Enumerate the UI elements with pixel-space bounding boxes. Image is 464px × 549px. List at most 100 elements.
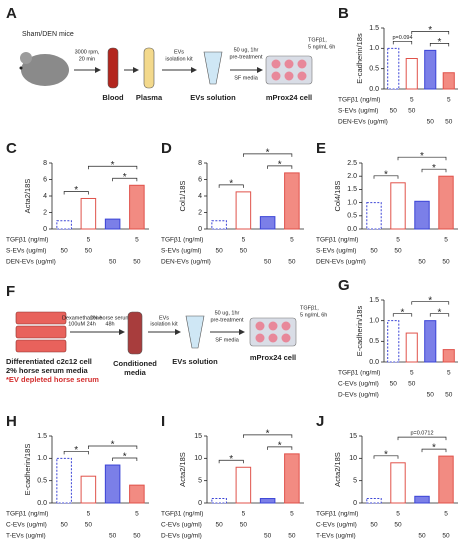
bar: [80, 197, 97, 230]
bar-chart: C Acta2/18S 0 2 4 6 8 * * * TGFβ1 (ng/ml) 5 5 S-EVs (…: [6, 140, 149, 266]
label: Differentiated c2c12 cell: [6, 357, 92, 366]
y-tick-label: 0: [198, 226, 202, 233]
y-tick-label: 6: [198, 176, 202, 183]
mouse-ear: [20, 52, 32, 64]
bar: [387, 320, 400, 363]
significance-label: *: [432, 163, 436, 174]
label: SF media: [215, 337, 239, 343]
condition-value: 50: [216, 248, 224, 255]
y-tick-label: 10: [349, 455, 357, 462]
significance-label: *: [74, 185, 78, 196]
condition-value: 50: [264, 533, 272, 540]
significance-label: p=0.0712: [410, 431, 433, 437]
condition-value: 50: [288, 533, 296, 540]
significance-bracket: [63, 191, 89, 195]
bar: [56, 457, 72, 504]
significance-bracket: [112, 457, 138, 462]
bar: [235, 466, 252, 504]
y-tick-label: 0: [353, 500, 357, 507]
label: mProx24 cell: [250, 353, 296, 362]
label: 50 ug, 1hr: [215, 310, 240, 316]
label: SF media: [234, 75, 258, 81]
bar: [424, 320, 437, 363]
condition-value: 50: [427, 119, 435, 126]
significance-bracket: [392, 313, 413, 317]
y-tick-label: 2.0: [347, 173, 357, 180]
y-axis-label: Acta2/18S: [23, 179, 32, 214]
condition-value: 5: [410, 97, 414, 104]
condition-value: 50: [216, 522, 224, 529]
significance-bracket: [267, 446, 293, 450]
significance-label: *: [123, 452, 127, 463]
significance-bracket: [421, 168, 447, 173]
condition-value: 50: [394, 522, 402, 529]
significance-label: p=0.094: [392, 35, 412, 41]
bar: [104, 218, 121, 230]
evs-tube: [203, 51, 223, 85]
bar: [129, 184, 145, 230]
note: *EV depleted horse serum: [6, 375, 99, 384]
condition-label: S-EVs (ug/ml): [161, 248, 201, 255]
conditioned-tube: [127, 311, 143, 355]
y-axis-label: E-cadherin/18s: [355, 306, 364, 357]
y-tick-label: 2: [198, 209, 202, 216]
bar: [259, 216, 276, 230]
condition-value: 50: [240, 248, 248, 255]
bar-chart: I Acta2/18S 0 5 10 15 * * * TGFβ1 (ng/ml) 5 5 C-EVs …: [161, 413, 304, 540]
condition-label: TGFβ1 (ng/ml): [316, 511, 358, 518]
condition-value: 50: [109, 533, 117, 540]
y-tick-label: 0.0: [369, 86, 379, 93]
condition-label: TGFβ1 (ng/ml): [161, 511, 203, 518]
panel-letter: A: [6, 5, 17, 22]
significance-bracket: [243, 434, 293, 438]
condition-value: 50: [445, 119, 453, 126]
bar: [366, 498, 382, 504]
bar: [211, 220, 227, 230]
panel-letter: I: [161, 413, 165, 430]
label: 5 ng/mL 6h: [308, 44, 335, 50]
condition-value: 50: [109, 259, 117, 266]
condition-value: 50: [394, 248, 402, 255]
bar: [284, 453, 300, 504]
panel-letter: D: [161, 140, 172, 157]
condition-value: 5: [135, 237, 139, 244]
significance-bracket: [218, 459, 244, 464]
bar: [104, 464, 121, 504]
condition-value: 50: [85, 248, 93, 255]
y-axis-label: E-cadherin/18S: [23, 444, 32, 496]
label: 5 ng/mL 6h: [300, 312, 327, 318]
significance-bracket: [411, 301, 450, 305]
significance-label: *: [438, 307, 442, 318]
condition-value: 50: [418, 259, 426, 266]
condition-value: 50: [240, 522, 248, 529]
bar-chart: J Acta2/18S 0 5 10 15 * * p=0.0712 TGFβ1 (ng/ml) 5…: [316, 413, 458, 540]
significance-bracket: [397, 436, 447, 441]
condition-value: 5: [87, 511, 91, 518]
label: EVs solution: [172, 357, 218, 366]
panel-letter: J: [316, 413, 324, 430]
condition-label: TGFβ1 (ng/ml): [316, 237, 358, 244]
condition-value: 50: [442, 533, 450, 540]
bar: [390, 462, 406, 504]
significance-bracket: [88, 165, 138, 170]
condition-value: 5: [447, 97, 451, 104]
significance-label: *: [266, 148, 270, 159]
label: media: [124, 368, 147, 377]
significance-label: *: [401, 307, 405, 318]
y-tick-label: 0.0: [369, 359, 379, 366]
bar: [80, 475, 97, 504]
label: TGFβ1,: [308, 37, 327, 43]
panel-letter: B: [338, 5, 349, 22]
y-tick-label: 0.5: [369, 338, 379, 345]
label: EVs: [159, 315, 169, 321]
y-tick-label: 2.5: [347, 160, 357, 167]
panel-letter: C: [6, 140, 17, 157]
significance-bracket: [112, 177, 138, 182]
significance-bracket: [392, 40, 413, 45]
condition-value: 50: [61, 248, 69, 255]
condition-value: 5: [396, 237, 400, 244]
condition-value: 5: [242, 511, 246, 518]
condition-label: C-EVs (ug/ml): [316, 522, 357, 529]
condition-value: 5: [447, 370, 451, 377]
significance-bracket: [429, 43, 450, 47]
